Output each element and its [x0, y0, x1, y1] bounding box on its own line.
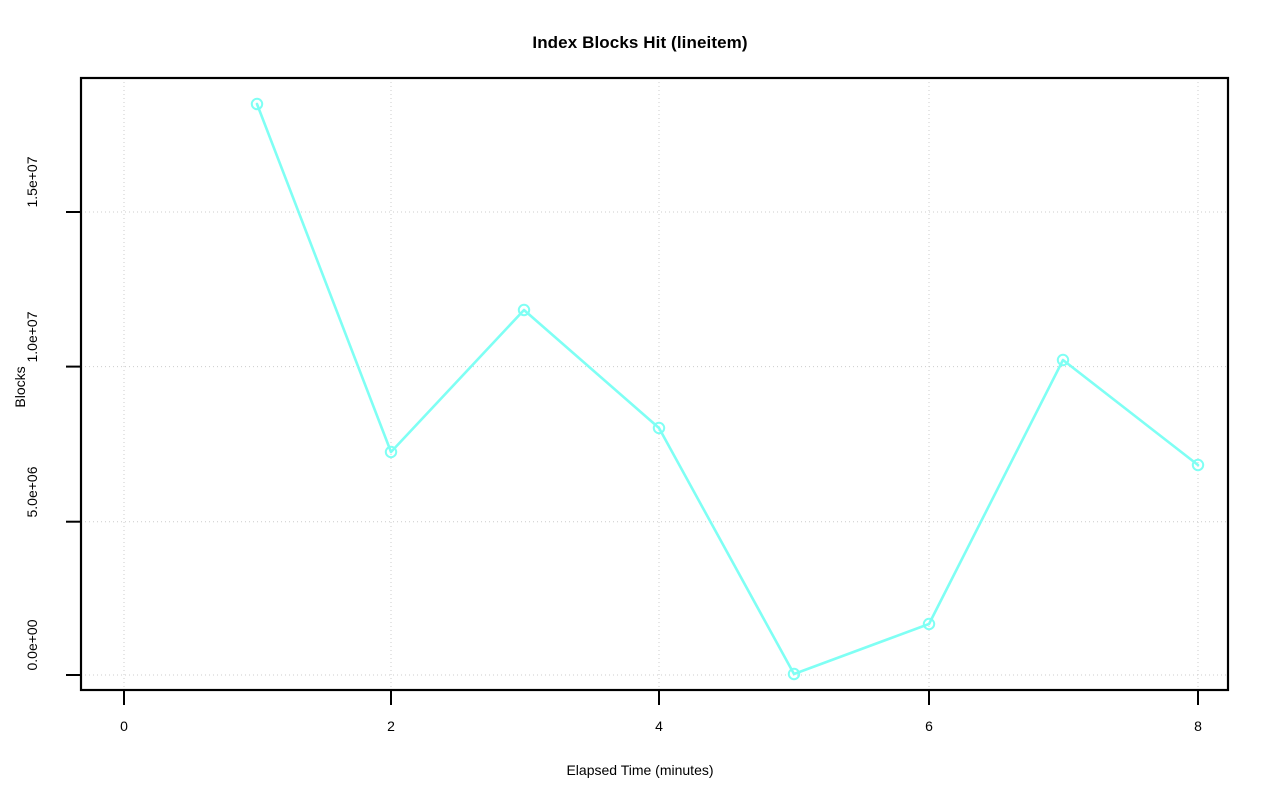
data-point — [1056, 353, 1070, 367]
x-tick-label-8: 8 — [1194, 718, 1202, 734]
x-axis-ticks — [123, 691, 1199, 705]
y-tick-label-5e6: 5.0e+06 — [24, 466, 40, 518]
y-tick-label-1_5e7: 1.5e+07 — [24, 156, 40, 208]
data-point — [250, 97, 264, 111]
y-axis-ticks — [66, 211, 80, 676]
data-point — [652, 421, 666, 435]
plot-frame — [79, 76, 1230, 692]
data-point — [384, 445, 398, 459]
grid-horizontal — [81, 211, 1228, 676]
x-tick-label-0: 0 — [120, 718, 128, 734]
grid-vertical — [123, 78, 1199, 690]
data-line-series-1 — [255, 102, 1200, 676]
x-tick-label-2: 2 — [387, 718, 395, 734]
y-axis-label: Blocks — [12, 366, 28, 408]
chart-title: Index Blocks Hit (lineitem) — [532, 33, 748, 52]
data-point — [922, 617, 936, 631]
x-tick-label-4: 4 — [655, 718, 663, 734]
data-point — [1191, 458, 1205, 472]
data-markers — [250, 97, 1205, 681]
x-axis-label: Elapsed Time (minutes) — [566, 762, 714, 778]
data-point — [787, 667, 801, 681]
x-tick-label-6: 6 — [925, 718, 933, 734]
data-point — [517, 303, 531, 317]
y-tick-label-0: 0.0e+00 — [24, 619, 40, 671]
